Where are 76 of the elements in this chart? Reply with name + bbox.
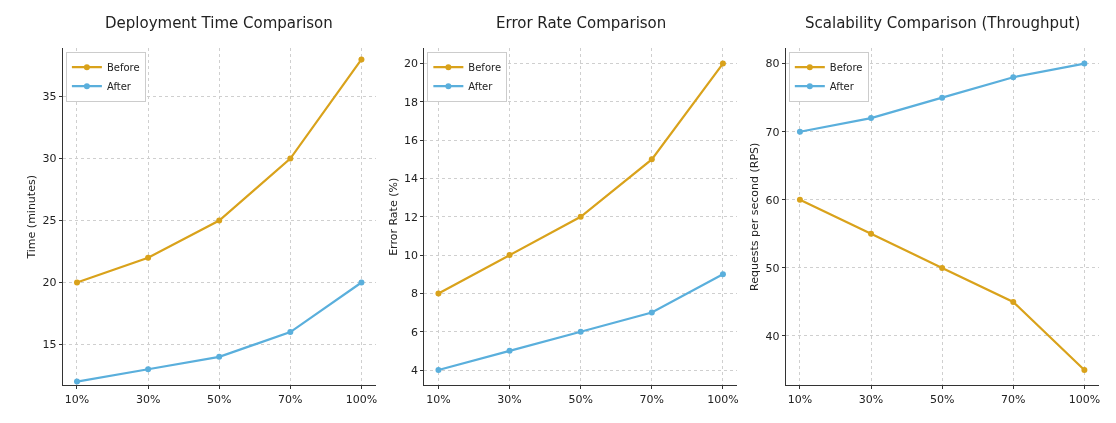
x-tick-label: 30% [135,392,161,406]
chart-title: Scalability Comparison (Throughput) [805,14,1081,32]
point [287,329,294,336]
y-tick-label: 14 [404,172,419,186]
point [506,252,513,259]
point [358,279,365,286]
legend-label: After [106,81,132,93]
point [796,196,803,203]
y-axis-title: Error Rate (%) [386,177,400,256]
point [435,367,442,374]
x-tick-label: 10% [426,392,451,406]
point [287,155,294,162]
y-tick-label: 60 [765,193,780,207]
chart-title: Deployment Time Comparison [105,14,333,32]
y-axis-title: Requests per second (RPS) [748,142,762,291]
legend-label: After [468,81,494,93]
point [145,254,152,261]
point [648,156,655,163]
y-tick-label: 12 [404,210,419,224]
x-tick-label: 10% [64,392,90,406]
y-tick-label: 20 [42,276,57,290]
point [506,347,513,354]
x-tick-label: 50% [929,392,955,406]
point [1081,367,1088,374]
y-tick-label: 18 [404,95,419,109]
point [1010,74,1017,81]
point [719,60,726,67]
x-tick-label: 100% [707,392,739,406]
point [577,213,584,220]
legend-label: After [829,81,855,93]
y-tick-label: 80 [765,57,780,71]
legend-label: Before [829,62,863,74]
y-tick-label: 6 [411,325,419,339]
point [1081,60,1088,67]
point [796,128,803,135]
x-tick-label: 70% [1001,392,1026,406]
point [216,217,223,224]
x-tick-label: 70% [639,392,665,406]
y-tick-label: 35 [42,90,57,104]
point [577,328,584,335]
point [145,366,152,373]
x-tick-label: 50% [206,392,232,406]
point [868,230,875,237]
x-tick-label: 30% [497,392,522,406]
point [1010,298,1017,305]
y-tick-label: 16 [404,134,419,148]
point [719,271,726,278]
x-tick-label: 50% [568,392,593,406]
y-tick-label: 25 [42,214,57,228]
y-tick-label: 4 [411,363,419,377]
y-tick-label: 70 [765,125,780,139]
x-tick-label: 30% [858,392,884,406]
y-tick-label: 15 [42,338,57,352]
point [868,115,875,122]
chart-title: Error Rate Comparison [496,14,667,32]
point [939,264,946,271]
x-tick-label: 10% [787,392,813,406]
point [435,290,442,297]
point [73,279,80,286]
x-tick-label: 70% [278,392,303,406]
x-tick-label: 100% [345,392,378,406]
x-tick-label: 100% [1068,392,1101,406]
y-axis-title: Time (minutes) [25,175,39,260]
point [648,309,655,316]
y-tick-label: 50 [765,261,780,275]
point [358,56,365,63]
point [939,94,946,101]
y-tick-label: 30 [42,152,57,166]
point [216,353,223,360]
y-tick-label: 10 [404,248,419,262]
point [73,378,80,385]
legend-label: Before [468,62,502,74]
y-tick-label: 8 [411,287,419,301]
y-tick-label: 20 [404,57,419,71]
y-tick-label: 40 [765,329,780,343]
legend-label: Before [106,62,140,74]
